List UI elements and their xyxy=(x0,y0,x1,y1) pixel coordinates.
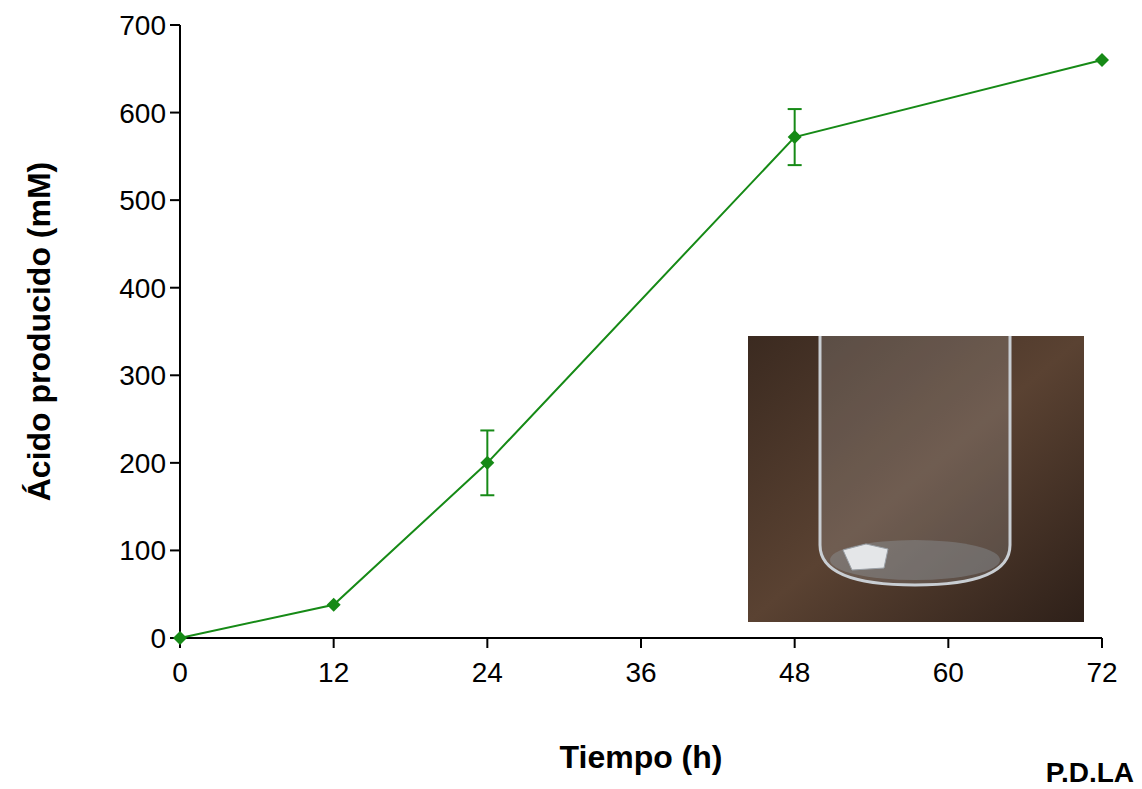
y-tick-label: 100 xyxy=(119,535,166,566)
x-tick xyxy=(486,638,488,648)
x-tick-label: 24 xyxy=(472,657,503,688)
y-tick xyxy=(170,287,180,289)
data-point xyxy=(173,631,187,645)
x-tick-label: 36 xyxy=(625,657,656,688)
photo-background xyxy=(748,336,1084,622)
data-point xyxy=(480,456,494,470)
x-tick-label: 48 xyxy=(779,657,810,688)
y-tick-label: 500 xyxy=(119,185,166,216)
data-point xyxy=(327,598,341,612)
y-tick-label: 700 xyxy=(119,10,166,41)
x-tick xyxy=(1101,638,1103,648)
annotation: P.D.LA xyxy=(1046,757,1134,788)
y-tick xyxy=(170,199,180,201)
x-tick-label: 72 xyxy=(1086,657,1117,688)
inset-photo xyxy=(748,336,1084,622)
y-tick xyxy=(170,462,180,464)
error-bar-cap xyxy=(788,108,802,110)
y-axis-title: Ácido producido (mM) xyxy=(21,162,57,502)
x-tick-label: 12 xyxy=(318,657,349,688)
x-tick-label: 60 xyxy=(933,657,964,688)
crystal xyxy=(843,544,888,570)
y-tick xyxy=(170,24,180,26)
y-tick-label: 300 xyxy=(119,360,166,391)
plot-area xyxy=(173,53,1109,645)
x-tick-label: 0 xyxy=(172,657,188,688)
error-bar-cap xyxy=(788,164,802,166)
y-tick xyxy=(170,549,180,551)
axes: 0 100 200 300 400 500 600 700 0 12 24 36 48 60 72 xyxy=(119,10,1117,688)
x-tick xyxy=(947,638,949,648)
error-bar xyxy=(788,109,802,165)
y-tick xyxy=(170,112,180,114)
x-tick xyxy=(640,638,642,648)
y-tick-label: 0 xyxy=(150,623,166,654)
x-tick xyxy=(333,638,335,648)
x-tick xyxy=(794,638,796,648)
y-tick-label: 200 xyxy=(119,448,166,479)
error-bar xyxy=(480,430,494,495)
y-axis-line xyxy=(179,25,181,638)
y-tick-label: 600 xyxy=(119,98,166,129)
data-point xyxy=(1095,53,1109,67)
error-bar-cap xyxy=(480,494,494,496)
data-point xyxy=(788,130,802,144)
series-line xyxy=(180,60,1102,638)
error-bar-cap xyxy=(480,429,494,431)
y-tick-label: 400 xyxy=(119,273,166,304)
y-tick xyxy=(170,374,180,376)
x-axis-title: Tiempo (h) xyxy=(560,739,723,775)
test-tube xyxy=(820,336,1010,585)
chart-svg: 0 100 200 300 400 500 600 700 0 12 24 36 48 60 72 Tiemp… xyxy=(0,0,1142,789)
tube-liquid xyxy=(830,540,1000,580)
chart-container: 0 100 200 300 400 500 600 700 0 12 24 36 48 60 72 Tiemp… xyxy=(0,0,1142,789)
